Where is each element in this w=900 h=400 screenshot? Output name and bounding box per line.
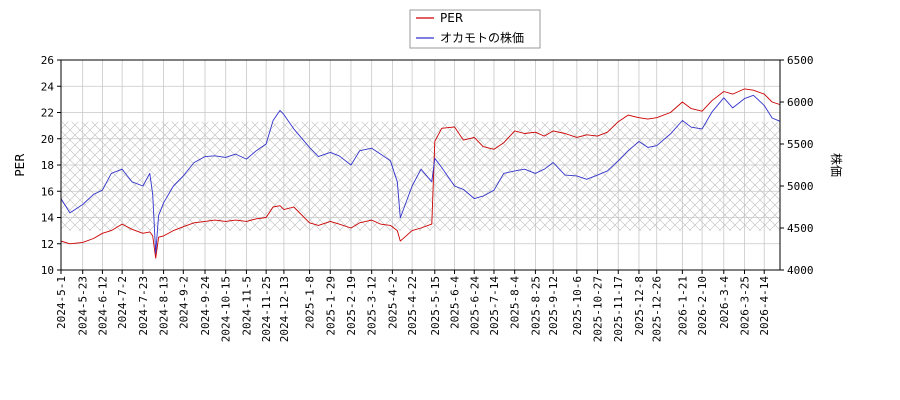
x-axis: 2024-5-1 2024-5-23 2024-6-12 2024-7-2 2024-7… — [55, 270, 771, 342]
x-tick-label: 2024-8-13 — [158, 276, 171, 336]
left-tick-label: 16 — [41, 185, 54, 198]
right-tick-label: 6500 — [787, 54, 814, 67]
left-tick-label: 26 — [41, 54, 54, 67]
x-tick-label: 2024-7-23 — [137, 276, 150, 336]
left-tick-label: 10 — [41, 264, 54, 277]
x-tick-label: 2025-6-24 — [468, 276, 481, 336]
x-tick-label: 2024-12-13 — [278, 276, 291, 342]
x-tick-label: 2024-9-2 — [177, 276, 190, 329]
left-y-axis: 10 12 14 16 18 20 22 24 26 — [41, 54, 61, 277]
left-tick-label: 22 — [41, 107, 54, 120]
x-tick-label: 2024-11-5 — [240, 276, 253, 336]
x-tick-label: 2024-10-15 — [220, 276, 233, 342]
hatched-band — [61, 121, 780, 231]
x-tick-label: 2025-8-25 — [529, 276, 542, 336]
x-tick-label: 2025-9-12 — [547, 276, 560, 336]
right-tick-label: 5000 — [787, 180, 814, 193]
x-tick-label: 2025-8-4 — [509, 276, 522, 329]
legend-label-price: オカモトの株価 — [440, 30, 524, 45]
left-axis-title: PER — [13, 153, 27, 176]
left-tick-label: 20 — [41, 133, 54, 146]
x-tick-label: 2025-4-2 — [386, 276, 399, 329]
right-tick-label: 4000 — [787, 264, 814, 277]
legend: PER オカモトの株価 — [409, 9, 541, 49]
legend-box — [409, 9, 541, 49]
x-tick-label: 2025-1-8 — [304, 276, 317, 329]
x-tick-label: 2026-1-21 — [676, 276, 689, 336]
x-tick-label: 2025-10-6 — [571, 276, 584, 336]
x-tick-label: 2024-9-24 — [199, 276, 212, 336]
x-tick-label: 2025-4-22 — [406, 276, 419, 336]
right-tick-label: 6000 — [787, 96, 814, 109]
x-tick-label: 2024-5-23 — [77, 276, 90, 336]
left-tick-label: 14 — [41, 212, 55, 225]
x-tick-label: 2024-6-12 — [96, 276, 109, 336]
x-tick-label: 2025-11-17 — [612, 276, 625, 342]
legend-label-per: PER — [440, 11, 463, 25]
x-tick-label: 2025-2-19 — [345, 276, 358, 336]
x-tick-label: 2025-6-4 — [449, 276, 462, 329]
x-tick-label: 2025-12-26 — [651, 276, 664, 342]
x-tick-label: 2026-2-10 — [696, 276, 709, 336]
x-tick-label: 2025-12-8 — [633, 276, 646, 336]
series-lines — [61, 88, 780, 259]
x-tick-label: 2024-11-25 — [260, 276, 273, 342]
left-tick-label: 24 — [41, 80, 55, 93]
x-tick-label: 2026-3-4 — [718, 276, 731, 329]
right-axis-title: 株価 — [829, 153, 844, 177]
x-tick-label: 2025-10-27 — [592, 276, 605, 342]
left-tick-label: 18 — [41, 159, 54, 172]
x-tick-label: 2026-4-14 — [758, 276, 771, 336]
x-tick-label: 2024-7-2 — [116, 276, 129, 329]
x-tick-label: 2025-5-15 — [429, 276, 442, 336]
right-tick-label: 5500 — [787, 138, 814, 151]
right-tick-label: 4500 — [787, 222, 814, 235]
x-tick-label: 2024-5-1 — [55, 276, 68, 329]
left-tick-label: 12 — [41, 238, 54, 251]
x-tick-label: 2025-3-12 — [366, 276, 379, 336]
per-series-line — [61, 88, 780, 259]
x-tick-label: 2026-3-25 — [738, 276, 751, 336]
x-tick-label: 2025-1-29 — [324, 276, 337, 336]
x-tick-label: 2025-7-14 — [488, 276, 501, 336]
price-series-line — [61, 94, 780, 254]
right-y-axis: 4000 4500 5000 5500 6000 6500 — [780, 54, 814, 277]
